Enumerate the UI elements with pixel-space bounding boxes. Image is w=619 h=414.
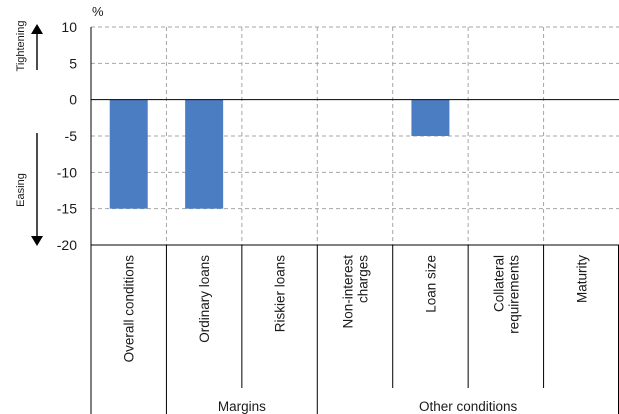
y-tick-label: 5 — [69, 55, 77, 71]
tightening-label: Tightening — [15, 21, 27, 72]
y-tick-label: -20 — [57, 237, 77, 253]
arrow-head-up-icon — [31, 24, 43, 34]
category-label: Ordinary loans — [197, 255, 212, 343]
y-tick-label: -15 — [57, 201, 77, 217]
category-label: Loan size — [423, 255, 438, 313]
category-label: Collateral — [491, 255, 506, 312]
group-label: Other conditions — [419, 399, 518, 414]
category-label: Non-interest — [341, 255, 356, 329]
bar — [411, 99, 450, 136]
y-tick-label: 10 — [61, 19, 77, 35]
category-label: charges — [356, 255, 371, 303]
bar — [185, 99, 224, 209]
bar — [109, 99, 148, 209]
unit-label: % — [92, 4, 104, 19]
category-label: Overall conditions — [122, 255, 137, 363]
y-tick-label: -10 — [57, 164, 77, 180]
category-label: Maturity — [574, 255, 589, 303]
category-label: Riskier loans — [273, 255, 288, 333]
group-label: Margins — [218, 399, 266, 414]
y-tick-label: -5 — [65, 128, 78, 144]
easing-label: Easing — [15, 173, 27, 207]
y-tick-label: 0 — [69, 92, 77, 108]
category-label: requirements — [506, 255, 521, 334]
arrow-head-down-icon — [31, 236, 43, 246]
